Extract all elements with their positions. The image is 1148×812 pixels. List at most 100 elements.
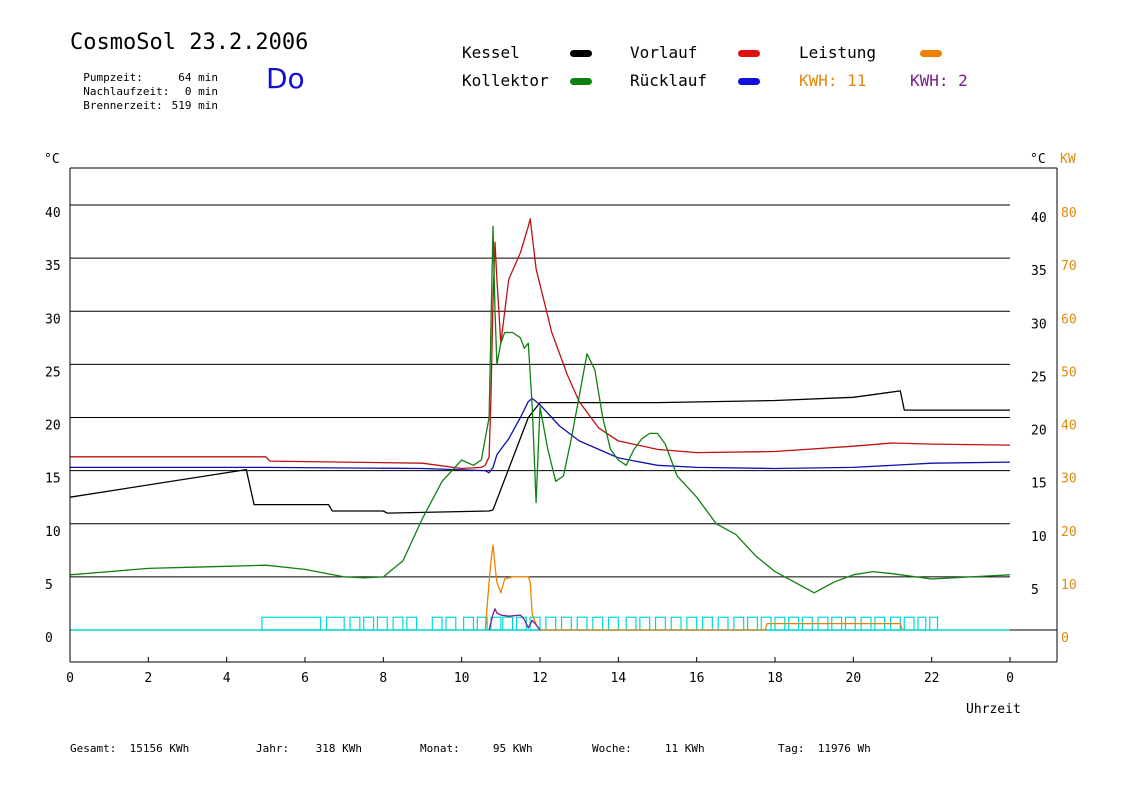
kwh-purple: KWH: 2 (910, 71, 968, 90)
pump-block (431, 616, 443, 631)
y-tick-label-left: 40 (45, 206, 61, 221)
stat-value: 64 min (178, 71, 218, 84)
footer-jahr: Jahr: 318 KWh (256, 742, 362, 755)
pump-block (717, 616, 729, 631)
series-leistung (484, 544, 903, 631)
weekday-label: Do (266, 62, 305, 95)
y-tick-label-right-c: 20 (1031, 424, 1047, 439)
stat-nachlaufzeit: Nachlaufzeit: 0 min (70, 72, 218, 98)
y-tick-label-right-kw: 0 (1061, 631, 1069, 646)
pump-block (476, 616, 488, 631)
pump-block (639, 616, 651, 631)
left-unit: °C (44, 152, 60, 167)
footer-label: Tag: (778, 742, 805, 755)
stat-value: 519 min (171, 99, 218, 112)
footer-woche: Woche: 11 KWh (592, 742, 705, 755)
pump-block (733, 616, 745, 631)
stat-label: Pumpzeit: (83, 71, 143, 84)
y-tick-label-right-c: 35 (1031, 264, 1047, 279)
legend-leistung-label: Leistung (799, 43, 877, 62)
y-tick-label-left: 10 (45, 525, 61, 540)
footer-value: 95 KWh (492, 742, 533, 755)
pump-block (929, 616, 939, 631)
legend-kessel-label: Kessel (462, 43, 520, 62)
x-tick-label: 18 (767, 671, 783, 686)
y-tick-label-left: 5 (45, 578, 53, 593)
y-tick-label-right-kw: 30 (1061, 472, 1077, 487)
pump-block (592, 616, 604, 631)
chart-title: CosmoSol 23.2.2006 (70, 30, 309, 55)
pump-block (392, 616, 404, 631)
footer-value: 318 KWh (315, 742, 362, 755)
footer-tag: Tag: 11976 Wh (778, 742, 871, 755)
x-tick-label: 16 (689, 671, 705, 686)
pump-block (654, 616, 666, 631)
legend-ruecklauf-label: Rücklauf (630, 71, 708, 90)
series-ruecklauf (70, 397, 1011, 474)
series-kollektor (69, 225, 1011, 594)
footer-monat: Monat: 95 KWh (420, 742, 533, 755)
stat-pumpzeit: Pumpzeit: 64 min (70, 58, 218, 84)
x-tick-label: 0 (66, 671, 74, 686)
y-tick-label-right-kw: 50 (1061, 365, 1077, 380)
pump-block (576, 616, 588, 631)
legend-ruecklauf-swatch (738, 78, 760, 85)
y-tick-label-right-c: 30 (1031, 317, 1047, 332)
pump-block (701, 616, 713, 631)
legend-vorlauf-swatch (738, 50, 760, 57)
pump-block (463, 616, 475, 631)
legend-kollektor-label: Kollektor (462, 71, 549, 90)
legend-kollektor-swatch (570, 78, 592, 85)
x-tick-label: 14 (611, 671, 627, 686)
tick-labels: 0 2 4 6 8 10 12 14 16 18 20 22 0 0 5 10 15 20 25 30 35 40 5 10 1… (45, 206, 1077, 686)
y-tick-label-left: 20 (45, 419, 61, 434)
legend-leistung-swatch (920, 50, 942, 57)
x-tick-label: 0 (1006, 671, 1014, 686)
pump-block (490, 616, 502, 631)
y-tick-label-right-c: 25 (1031, 370, 1047, 385)
series-vorlauf (70, 218, 1011, 470)
footer-value: 15156 KWh (129, 742, 190, 755)
y-tick-label-left: 25 (45, 365, 61, 380)
y-tick-label-right-c: 10 (1031, 530, 1047, 545)
pump-block (545, 616, 557, 631)
x-tick-label: 10 (454, 671, 470, 686)
footer-label: Gesamt: (70, 742, 117, 755)
legend-kessel-swatch (570, 50, 592, 57)
x-tick-label: 4 (223, 671, 231, 686)
y-tick-label-right-kw: 60 (1061, 312, 1077, 327)
y-tick-label-right-kw: 20 (1061, 525, 1077, 540)
pump-block (607, 616, 619, 631)
footer-label: Jahr: (256, 742, 290, 755)
series-pumpe (488, 608, 541, 631)
pump-block (406, 616, 418, 631)
pump-block (903, 616, 915, 631)
pump-block (363, 616, 375, 631)
stat-value: 0 min (184, 85, 218, 98)
x-tick-label: 22 (924, 671, 940, 686)
x-axis-label: Uhrzeit (966, 702, 1021, 717)
footer-label: Woche: (592, 742, 632, 755)
y-tick-label-right-c: 15 (1031, 477, 1047, 492)
right-unit-c: °C (1030, 152, 1046, 167)
kwh-orange: KWH: 11 (799, 71, 867, 90)
y-tick-label-right-kw: 40 (1061, 419, 1077, 434)
pump-block (445, 616, 457, 631)
x-tick-label: 20 (846, 671, 862, 686)
y-tick-label-left: 15 (45, 472, 61, 487)
y-tick-label-right-kw: 70 (1061, 259, 1077, 274)
series-kessel (69, 390, 1010, 514)
y-tick-label-right-kw: 10 (1061, 578, 1077, 593)
footer-label: Monat: (420, 742, 460, 755)
pump-block (261, 616, 322, 631)
y-tick-label-right-kw: 80 (1061, 206, 1077, 221)
stat-brennerzeit: Brennerzeit: 519 min (70, 86, 218, 112)
pump-block (686, 616, 698, 631)
y-tick-label-left: 30 (45, 312, 61, 327)
x-tick-label: 2 (144, 671, 152, 686)
pump-block (349, 616, 361, 631)
series-group (69, 218, 1011, 631)
x-tick-label: 6 (301, 671, 309, 686)
pump-block (502, 616, 514, 631)
